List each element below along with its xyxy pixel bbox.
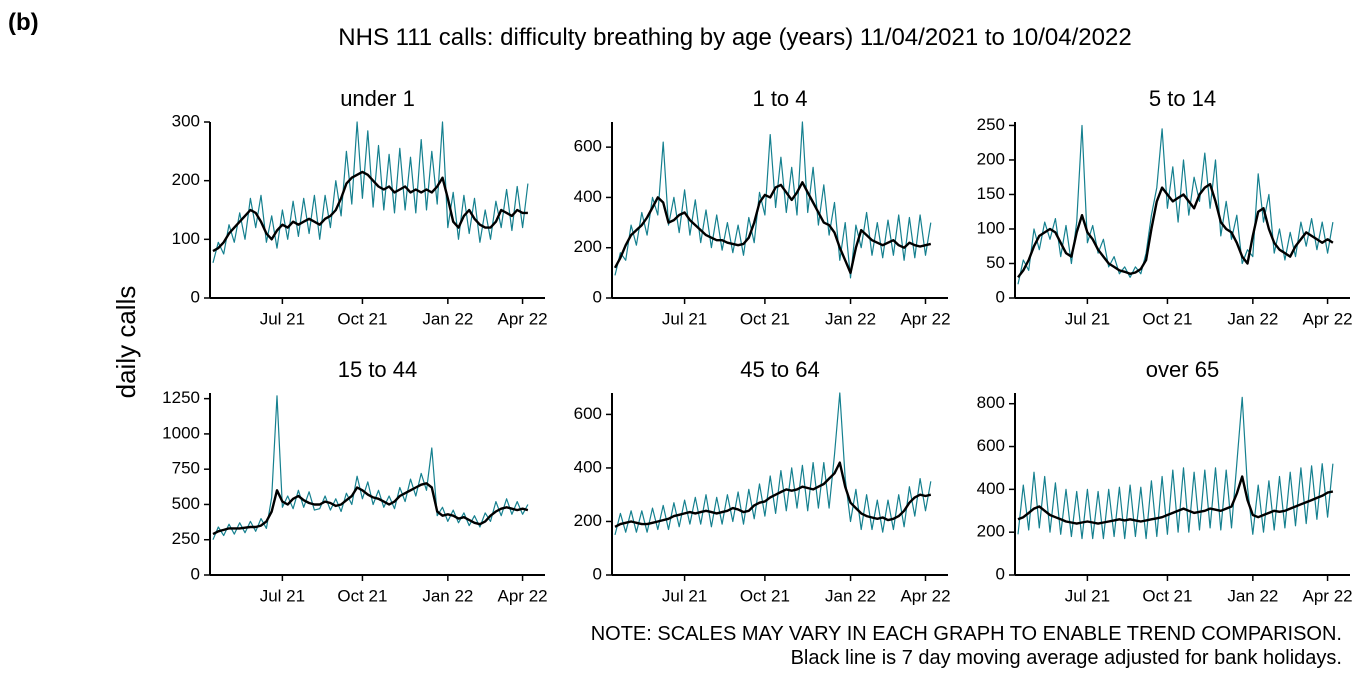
y-tick-label: 50 xyxy=(986,253,1005,272)
y-tick-label: 0 xyxy=(191,564,200,583)
x-tick-label: Oct 21 xyxy=(1142,586,1192,605)
y-tick-label: 100 xyxy=(977,218,1005,237)
x-tick-label: Jul 21 xyxy=(260,586,305,605)
y-tick-label: 150 xyxy=(977,184,1005,203)
y-tick-label: 200 xyxy=(172,170,200,189)
panel-title: 15 to 44 xyxy=(338,357,418,382)
series-line xyxy=(212,121,529,263)
x-tick-label: Oct 21 xyxy=(337,586,387,605)
y-tick-label: 750 xyxy=(172,459,200,478)
x-tick-label: Jan 22 xyxy=(1227,309,1278,328)
y-axis-label: daily calls xyxy=(111,286,141,399)
series-line xyxy=(212,170,528,253)
chart-title: NHS 111 calls: difficulty breathing by a… xyxy=(338,24,1131,51)
series-line xyxy=(614,392,932,536)
x-tick-label: Jul 21 xyxy=(662,309,707,328)
y-tick-label: 200 xyxy=(977,522,1005,541)
x-tick-label: Jul 21 xyxy=(662,586,707,605)
x-tick-label: Apr 22 xyxy=(900,309,950,328)
panel-title: 5 to 14 xyxy=(1149,86,1216,111)
series-line xyxy=(614,461,932,528)
y-tick-label: 0 xyxy=(996,287,1005,306)
y-tick-label: 300 xyxy=(172,111,200,130)
y-tick-label: 1000 xyxy=(162,423,200,442)
x-tick-label: Jan 22 xyxy=(1227,586,1278,605)
x-tick-label: Oct 21 xyxy=(1142,309,1192,328)
series-line xyxy=(1017,124,1334,285)
y-tick-label: 100 xyxy=(172,229,200,248)
x-tick-label: Apr 22 xyxy=(1303,309,1353,328)
y-tick-label: 200 xyxy=(977,149,1005,168)
panel-title: 45 to 64 xyxy=(740,357,820,382)
x-tick-label: Jul 21 xyxy=(1065,586,1110,605)
x-tick-label: Jul 21 xyxy=(1065,309,1110,328)
note: Black line is 7 day moving average adjus… xyxy=(791,647,1342,669)
series-line xyxy=(212,395,529,540)
y-tick-label: 800 xyxy=(977,393,1005,412)
series-line xyxy=(614,121,932,279)
x-tick-label: Jan 22 xyxy=(422,309,473,328)
y-tick-label: 400 xyxy=(574,187,602,206)
x-tick-label: Oct 21 xyxy=(740,586,790,605)
series-line xyxy=(613,181,932,275)
x-tick-label: Apr 22 xyxy=(900,586,950,605)
series-line xyxy=(212,482,529,536)
x-tick-label: Jul 21 xyxy=(260,309,305,328)
x-tick-label: Apr 22 xyxy=(498,586,548,605)
panel-title: over 65 xyxy=(1146,357,1219,382)
x-tick-label: Jan 22 xyxy=(422,586,473,605)
x-tick-label: Jan 22 xyxy=(825,309,876,328)
y-tick-label: 400 xyxy=(977,479,1005,498)
y-tick-label: 250 xyxy=(172,529,200,548)
x-tick-label: Jan 22 xyxy=(825,586,876,605)
y-tick-label: 0 xyxy=(593,564,602,583)
y-tick-label: 0 xyxy=(996,564,1005,583)
series-line xyxy=(1017,182,1334,279)
y-tick-label: 1250 xyxy=(162,388,200,407)
y-tick-label: 0 xyxy=(593,287,602,306)
y-tick-label: 600 xyxy=(574,137,602,156)
y-tick-label: 400 xyxy=(574,457,602,476)
y-tick-label: 0 xyxy=(191,287,200,306)
series-line xyxy=(1017,475,1334,525)
panel-title: under 1 xyxy=(340,86,415,111)
y-tick-label: 500 xyxy=(172,494,200,513)
y-tick-label: 600 xyxy=(977,436,1005,455)
y-tick-label: 200 xyxy=(574,237,602,256)
y-tick-label: 200 xyxy=(574,511,602,530)
y-tick-label: 600 xyxy=(574,404,602,423)
series-line xyxy=(1017,396,1334,540)
x-tick-label: Apr 22 xyxy=(1303,586,1353,605)
x-tick-label: Oct 21 xyxy=(337,309,387,328)
panel-title: 1 to 4 xyxy=(752,86,807,111)
x-tick-label: Oct 21 xyxy=(740,309,790,328)
note: NOTE: SCALES MAY VARY IN EACH GRAPH TO E… xyxy=(591,623,1342,645)
x-tick-label: Apr 22 xyxy=(498,309,548,328)
figure-label: (b) xyxy=(8,9,39,36)
y-tick-label: 250 xyxy=(977,115,1005,134)
